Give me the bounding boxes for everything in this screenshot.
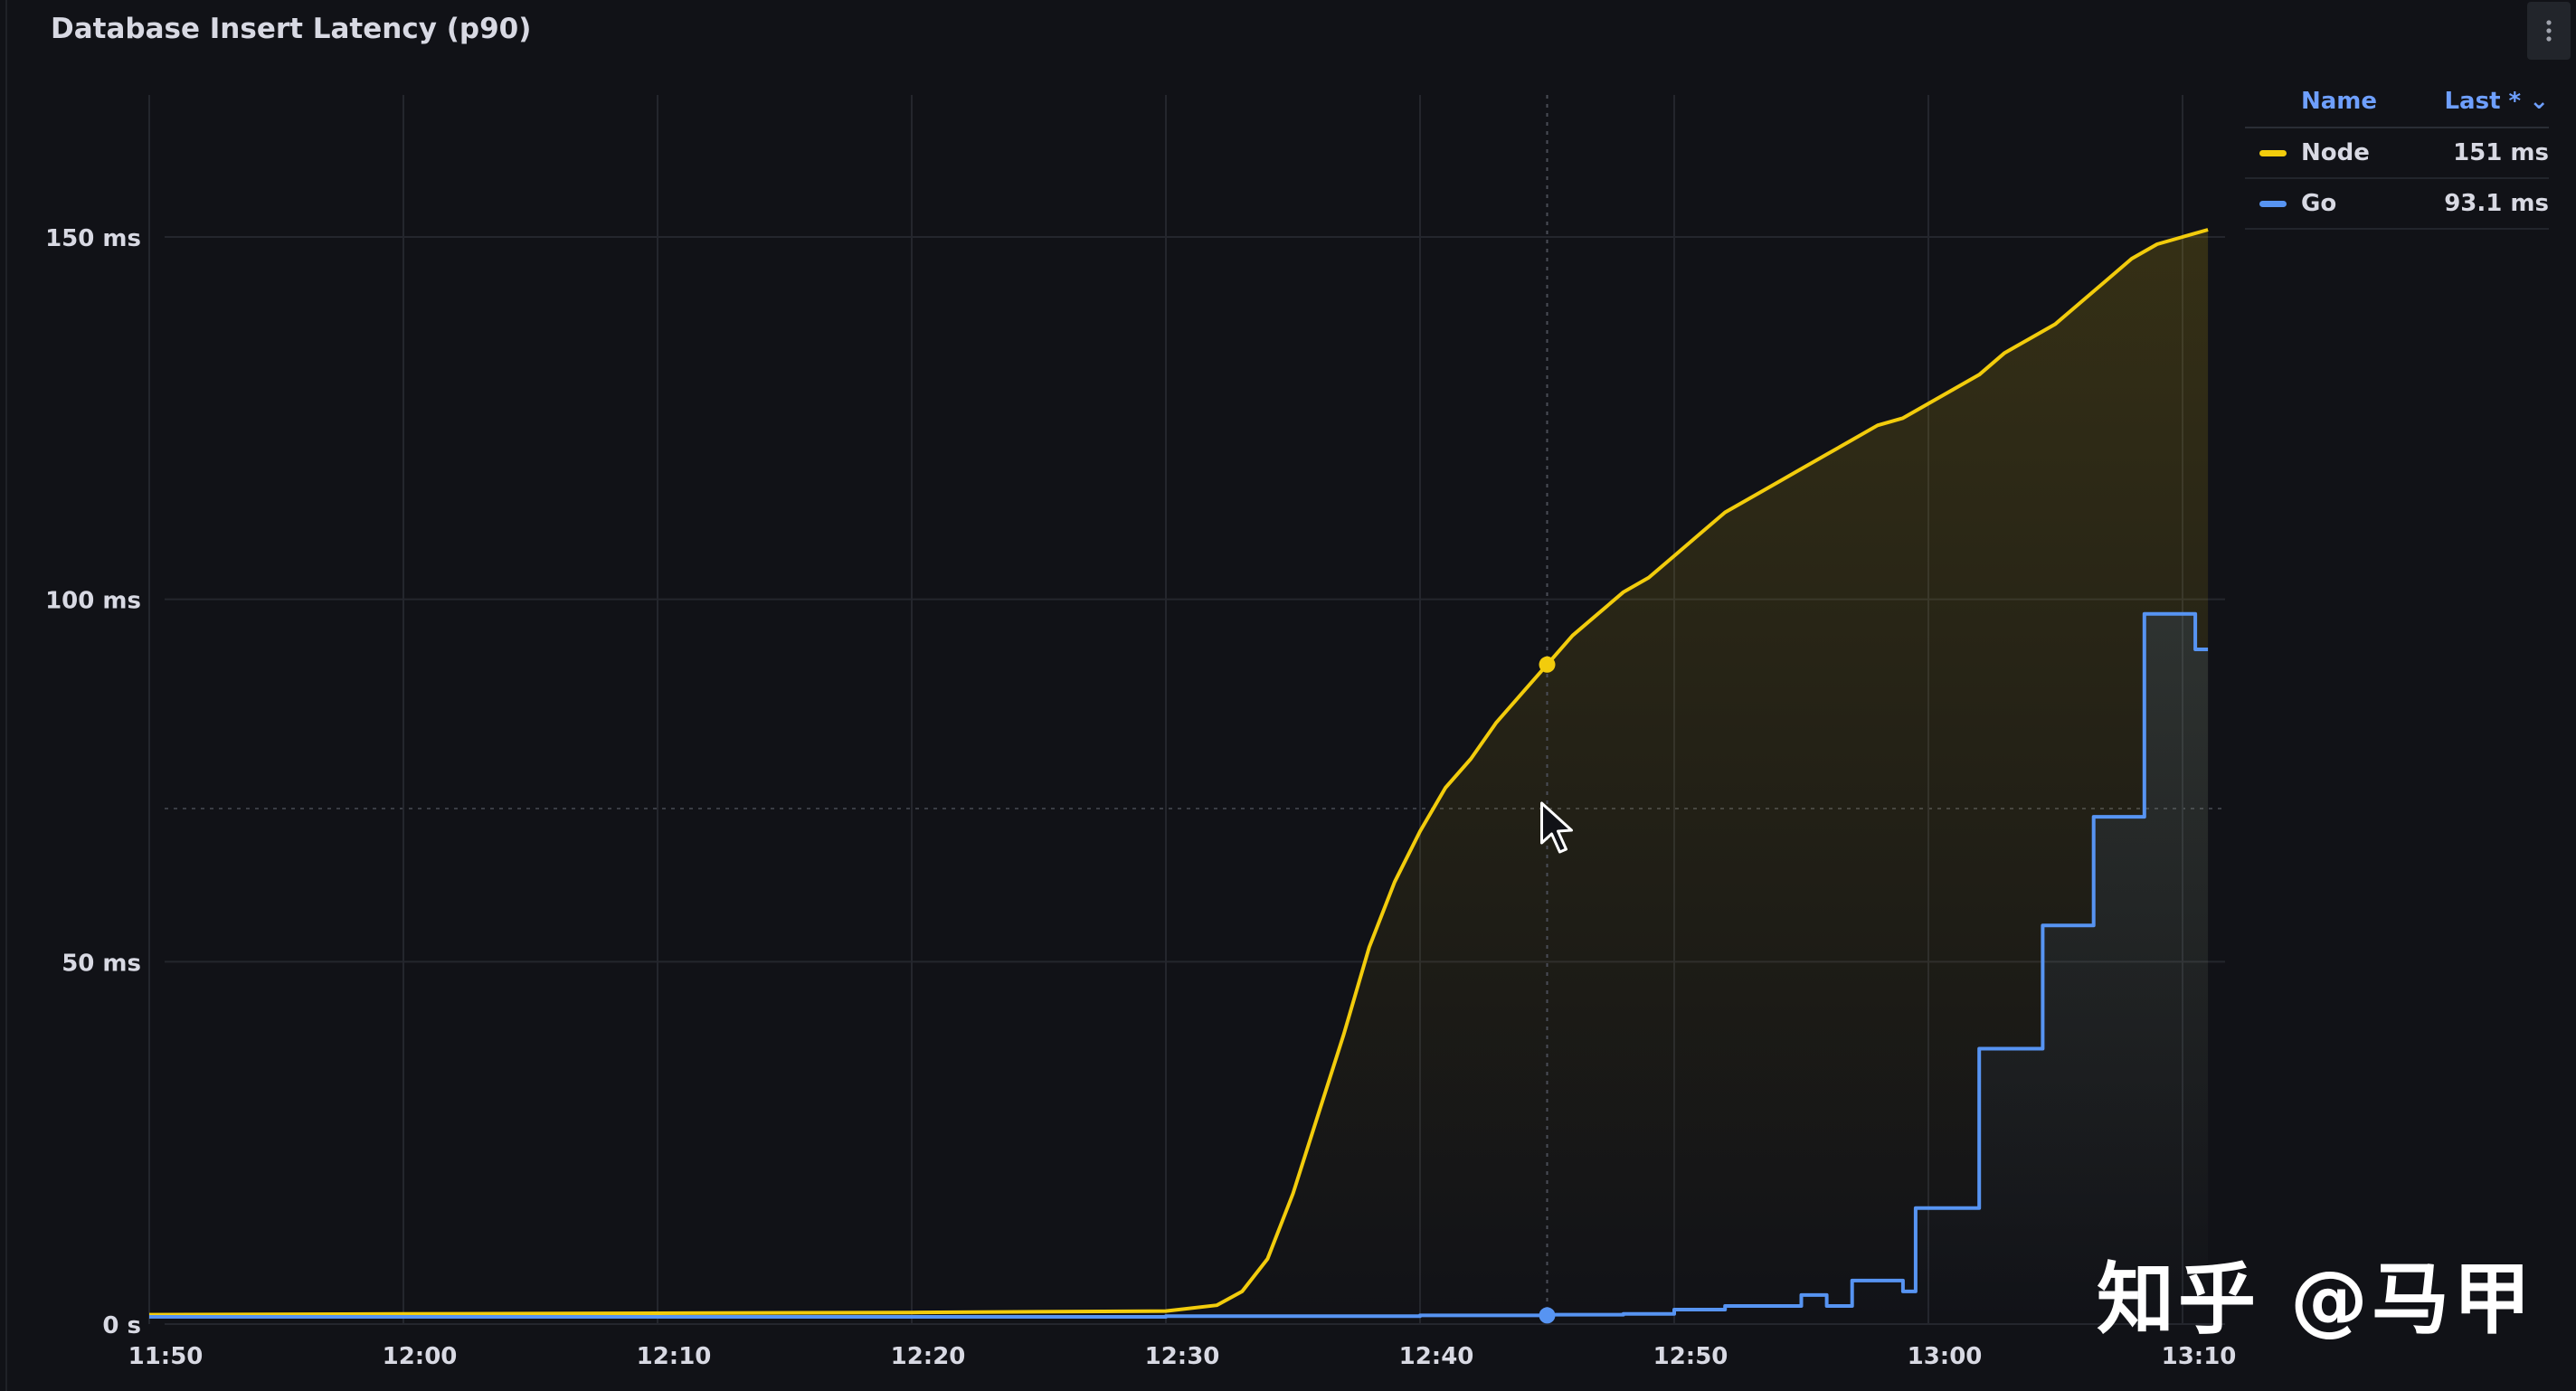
legend-swatch-go [2259, 201, 2287, 207]
y-tick-label: 150 ms [45, 225, 141, 252]
legend-swatch-node [2259, 150, 2287, 156]
hover-point-go [1539, 1307, 1556, 1323]
x-tick-label: 12:30 [1145, 1343, 1220, 1370]
legend-header: Name Last * ⌄ [2245, 76, 2549, 128]
x-tick-label: 12:10 [637, 1343, 712, 1370]
watermark-text: 知乎 @马甲 [2097, 1235, 2534, 1348]
series-area-node [149, 230, 2208, 1324]
legend-row-go[interactable]: Go 93.1 ms [2245, 179, 2549, 230]
x-tick-label: 12:40 [1399, 1343, 1474, 1370]
legend-series-last: 93.1 ms [2437, 190, 2549, 217]
x-tick-label: 13:00 [1908, 1343, 1983, 1370]
legend-series-last: 151 ms [2437, 139, 2549, 166]
legend-series-name: Node [2301, 139, 2437, 166]
legend-header-name[interactable]: Name [2301, 88, 2435, 115]
legend-series-name: Go [2301, 190, 2437, 217]
x-tick-label: 12:50 [1653, 1343, 1728, 1370]
legend-header-last[interactable]: Last * ⌄ [2444, 88, 2549, 115]
y-tick-label: 50 ms [62, 950, 141, 977]
legend: Name Last * ⌄ Node 151 ms Go 93.1 ms [2245, 76, 2549, 230]
legend-row-node[interactable]: Node 151 ms [2245, 128, 2549, 179]
y-tick-label: 0 s [102, 1312, 141, 1339]
y-tick-label: 100 ms [45, 588, 141, 615]
x-tick-label: 12:20 [891, 1343, 966, 1370]
hover-point-node [1539, 657, 1556, 673]
x-tick-label: 12:00 [383, 1343, 458, 1370]
x-tick-label: 11:50 [128, 1343, 204, 1370]
